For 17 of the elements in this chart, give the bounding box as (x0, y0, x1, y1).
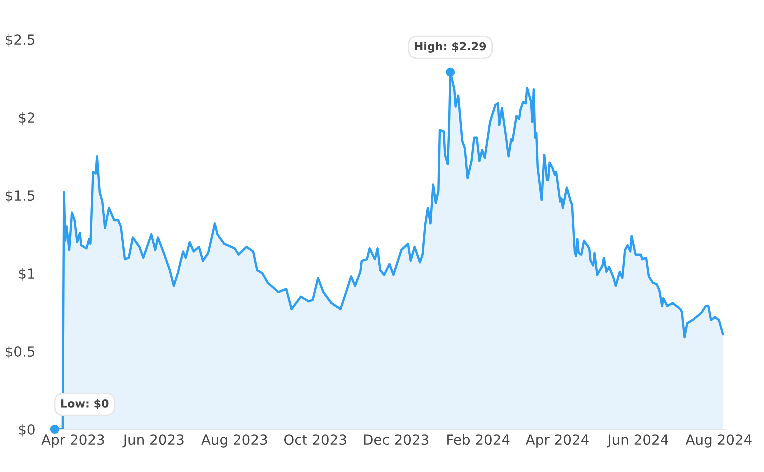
y-tick-label: $2 (19, 112, 34, 125)
x-tick-label: Apr 2024 (526, 434, 589, 448)
x-tick-label: Jun 2024 (607, 434, 668, 448)
y-tick-label: $2.5 (6, 34, 35, 47)
y-tick-label: $1.5 (6, 190, 35, 203)
y-tick-label: $0.5 (6, 346, 35, 359)
x-tick-label: Dec 2023 (364, 434, 429, 446)
annotation: Low: $0 (62, 399, 109, 410)
x-tick-label: Aug 2023 (202, 434, 268, 448)
y-tick-label: $0 (19, 424, 35, 437)
y-tick-label: $1 (19, 268, 34, 281)
x-tick-label: Apr 2023 (42, 434, 104, 448)
x-tick-label: Jun 2023 (122, 434, 184, 448)
x-tick-label: Oct 2023 (284, 434, 346, 446)
x-tick-label: Feb 2024 (448, 434, 510, 446)
x-tick-label: Aug 2024 (686, 434, 752, 448)
annotation: High: $2.29 (415, 42, 486, 53)
